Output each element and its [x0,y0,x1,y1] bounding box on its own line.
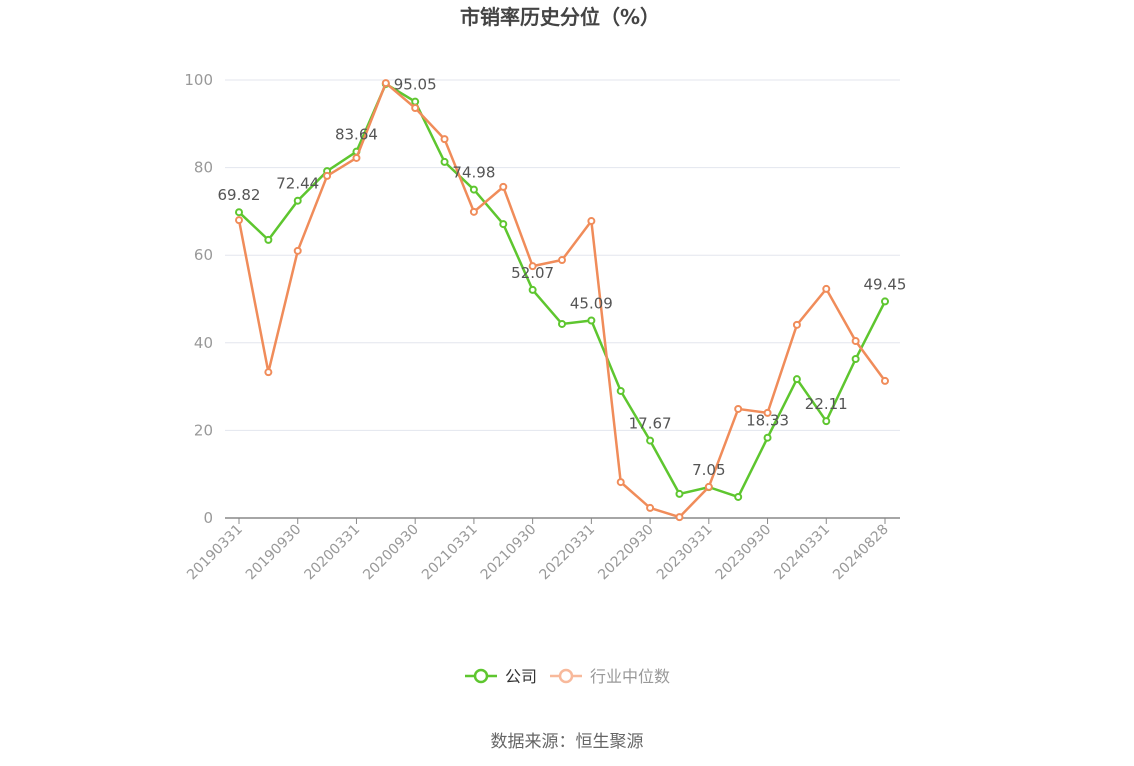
x-tick-label: 20210331 [419,522,481,584]
x-tick-label: 20230930 [713,522,775,584]
point [499,220,508,229]
x-tick-label: 20190331 [184,522,246,584]
point [675,489,684,498]
point [734,404,743,413]
point [675,513,684,522]
y-tick-label: 40 [194,334,213,352]
point [381,79,390,88]
point [734,492,743,501]
point [469,185,478,194]
point [646,436,655,445]
chart-title: 市销率历史分位（%） [460,5,660,29]
point [440,135,449,144]
x-tick-label: 20220930 [595,522,657,584]
point [822,417,831,426]
point [264,235,273,244]
point [881,297,889,306]
source-note: 数据来源：恒生聚源 [491,732,644,752]
data-label: 95.05 [394,76,437,94]
series-line [237,80,887,519]
x-tick-label: 20240828 [830,522,892,584]
x-tick-label: 20240331 [771,522,833,584]
point [822,284,831,293]
point [411,97,420,106]
point [792,375,801,384]
x-tick-label: 20190930 [243,522,305,584]
series-line [238,82,887,499]
point [440,157,449,166]
point [881,376,889,385]
point [646,503,655,512]
legend-label: 行业中位数 [590,667,670,686]
point [763,408,772,417]
data-label: 69.82 [218,186,261,204]
data-label: 74.98 [452,164,495,182]
point [587,316,596,325]
y-tick-label: 0 [203,509,213,527]
data-label: 22.11 [805,395,848,413]
x-tick-label: 20230331 [654,522,716,584]
x-tick-label: 20200930 [360,522,422,584]
point [235,208,243,217]
data-label: 7.05 [692,461,725,479]
y-tick-label: 60 [194,246,213,264]
point [323,171,332,180]
point [528,285,537,294]
y-tick-label: 80 [194,159,213,177]
data-label: 72.44 [276,175,319,193]
point [499,182,508,191]
point [352,153,361,162]
data-label: 17.67 [629,415,672,433]
point [411,104,420,113]
point [558,256,566,265]
point [763,433,772,442]
data-label: 49.45 [864,275,907,293]
point [293,196,302,205]
y-tick-label: 20 [194,421,213,439]
point [293,246,302,255]
x-tick-label: 20200331 [302,522,364,584]
point [851,355,860,364]
point [792,320,801,329]
y-tick-label: 100 [184,71,213,89]
point [558,319,566,328]
point [587,217,596,226]
point [704,482,713,491]
legend-label: 公司 [505,667,537,686]
data-label: 52.07 [511,264,554,282]
point [616,386,625,395]
point [528,262,537,271]
point [469,207,478,216]
x-tick-label: 20220331 [536,522,598,584]
point [616,478,625,487]
legend-marker [558,668,574,684]
point [264,368,273,377]
point [235,216,243,225]
data-label: 18.33 [746,412,789,430]
x-tick-label: 20210930 [478,522,540,584]
data-label: 83.64 [335,126,378,144]
point [851,337,860,346]
data-label: 45.09 [570,295,613,313]
legend-marker [473,668,489,684]
